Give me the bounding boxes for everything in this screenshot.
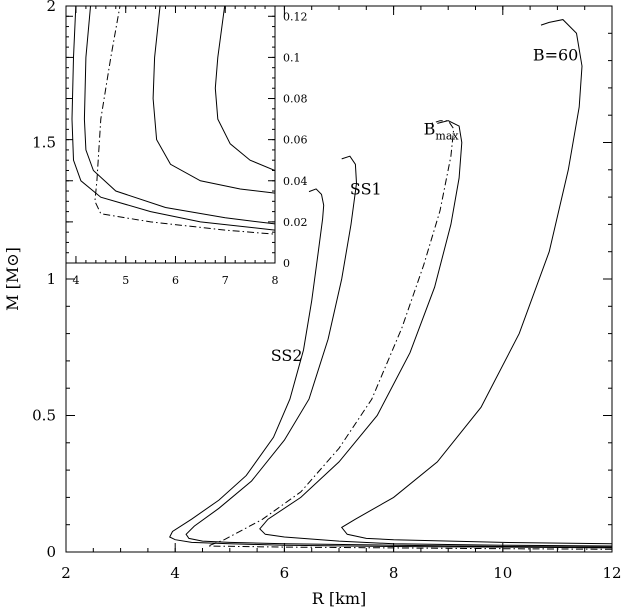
series-line-1 [169, 188, 613, 549]
inset-y-tick-label: 0.02 [283, 216, 308, 229]
inset-x-tick-label: 5 [122, 274, 129, 287]
inset-y-tick-label: 0 [283, 257, 290, 270]
inset-series-line-3 [94, 6, 275, 235]
series-line-3 [207, 120, 613, 550]
inset-frame [65, 5, 276, 264]
curve-label-3: SS1 [350, 179, 382, 198]
x-tick-label: 4 [170, 564, 180, 582]
inset-x-tick-label: 7 [222, 274, 229, 287]
y-tick-label: 0 [46, 543, 56, 561]
inset-series-line-1 [71, 6, 275, 231]
series-line-5 [340, 19, 613, 545]
series-line-4 [259, 120, 613, 547]
inset-y-tick-label: 0.06 [283, 134, 308, 147]
inset-ticks: 4 5 6 7 80 0.02 0.04 0.06 0.08 0.1 0.12 [65, 5, 308, 287]
inset-background [66, 6, 275, 263]
y-tick-label: 2 [46, 0, 56, 15]
y-tick-label: 1.5 [32, 134, 56, 152]
inset-x-tick-label: 6 [172, 274, 179, 287]
main-curves [169, 19, 613, 550]
inset-y-tick-label: 0.04 [283, 175, 308, 188]
y-tick-label: 1 [46, 270, 56, 288]
x-axis-label: R [km] [312, 589, 366, 608]
curve-label-1: B=60 [533, 46, 579, 65]
curve-label-2: Bmax [424, 119, 460, 142]
y-tick-label: 0.5 [32, 407, 56, 425]
x-tick-label: 12 [602, 564, 621, 582]
curve-annotations: B=60 Bmax SS1 SS2 [271, 46, 579, 365]
inset-x-tick-label: 4 [72, 274, 79, 287]
curve-label-4: SS2 [271, 346, 303, 365]
main-ticks: 2 4 6 8 10 12 0 0.5 1 1.5 2 [32, 0, 621, 582]
x-tick-label: 6 [280, 564, 290, 582]
inset-y-tick-label: 0.12 [283, 10, 308, 23]
x-tick-label: 2 [61, 564, 71, 582]
inset-plot: 4 5 6 7 80 0.02 0.04 0.06 0.08 0.1 0.12 [65, 5, 308, 287]
inset-y-tick-label: 0.1 [283, 51, 301, 64]
inset-series-line-2 [83, 6, 275, 225]
series-line-2 [185, 155, 613, 548]
inset-x-tick-label: 8 [272, 274, 279, 287]
x-tick-label: 10 [493, 564, 512, 582]
y-axis-label: M [M⊙] [3, 247, 22, 311]
x-tick-label: 8 [389, 564, 399, 582]
inset-series-line-4 [152, 6, 275, 194]
inset-y-tick-label: 0.08 [283, 93, 308, 106]
inset-curves [71, 6, 275, 235]
inset-series-line-5 [214, 6, 275, 171]
